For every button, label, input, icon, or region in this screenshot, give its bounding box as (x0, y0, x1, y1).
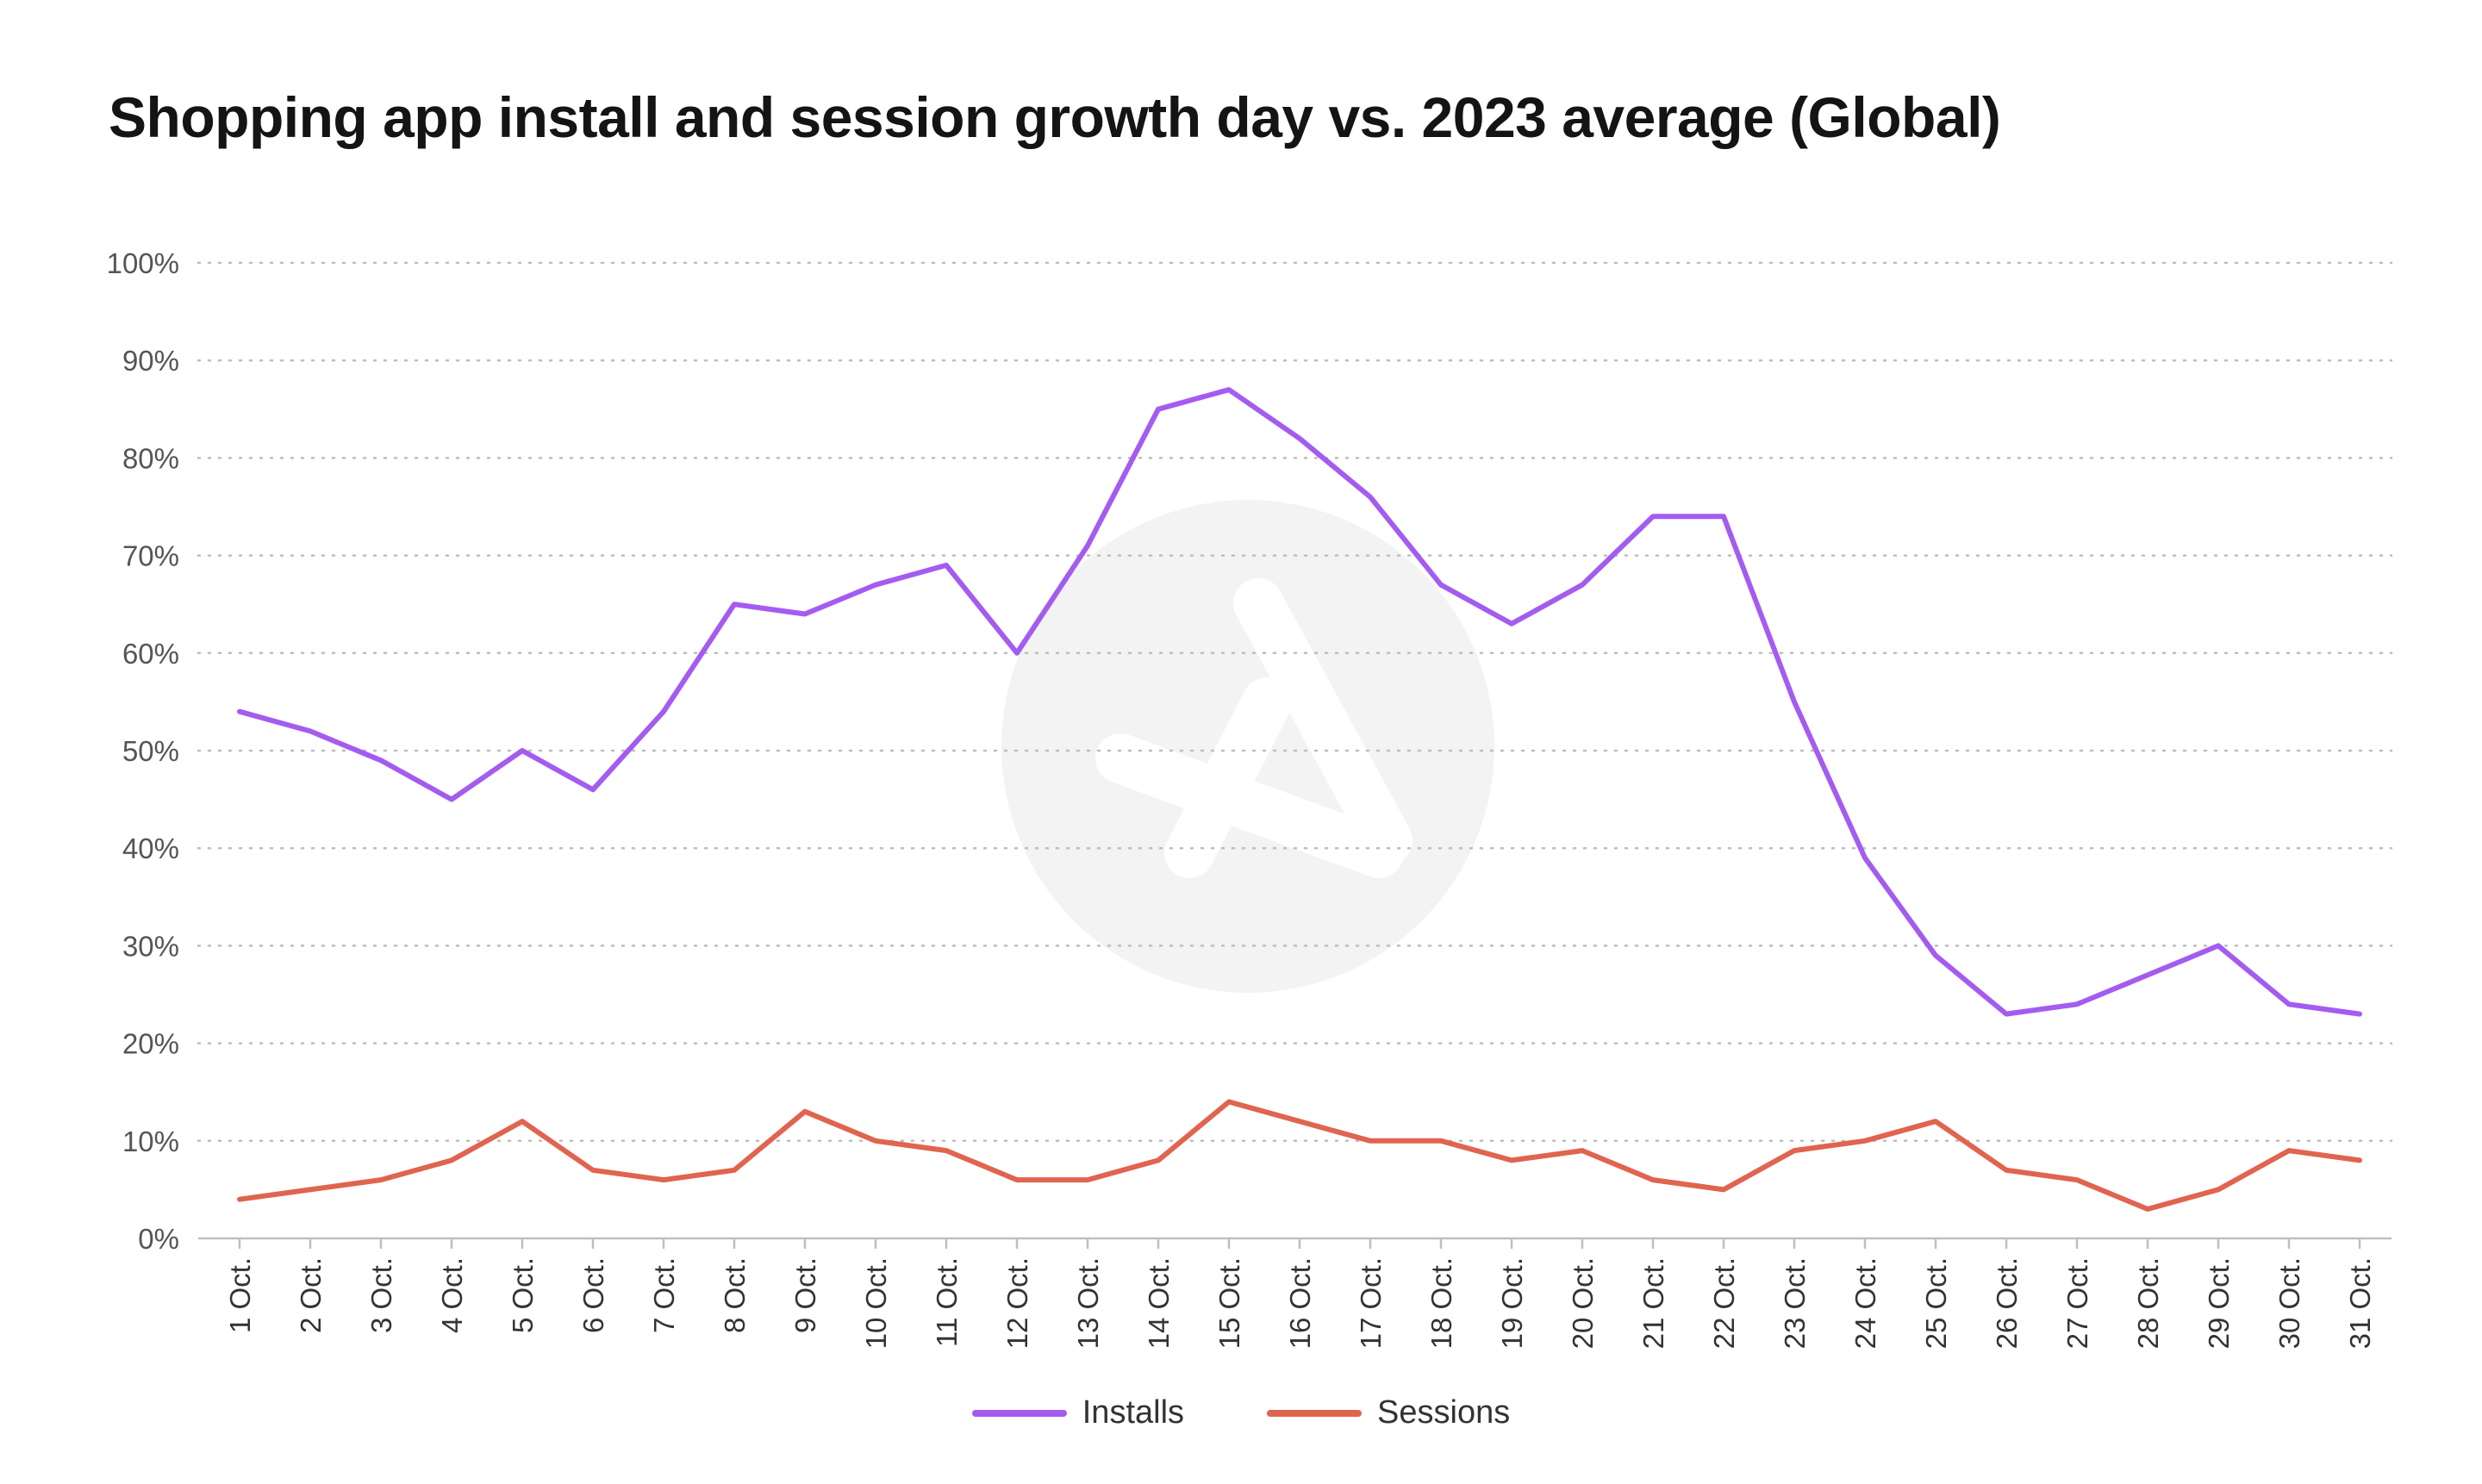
grid-lines (196, 261, 2393, 1143)
x-tick-label: 17 Oct. (1355, 1257, 1387, 1349)
x-tick-label: 24 Oct. (1849, 1257, 1881, 1349)
watermark-logo-icon (1001, 500, 1494, 993)
legend-label-sessions: Sessions (1377, 1394, 1511, 1431)
legend-swatch-sessions (1267, 1409, 1363, 1417)
x-tick-label: 12 Oct. (1001, 1257, 1033, 1349)
y-tick-label: 100% (107, 247, 179, 279)
y-tick-label: 10% (122, 1125, 179, 1157)
series-line-sessions (237, 1099, 2362, 1212)
x-tick-label: 6 Oct. (577, 1257, 609, 1333)
y-tick-label: 80% (122, 442, 179, 474)
legend-item-installs[interactable]: Installs (971, 1394, 1185, 1431)
x-tick-label: 23 Oct. (1779, 1257, 1811, 1349)
x-tick-label: 2 Oct. (295, 1257, 327, 1333)
y-tick-label: 40% (122, 832, 179, 864)
x-tick-label: 1 Oct. (224, 1257, 256, 1333)
y-tick-label: 30% (122, 930, 179, 962)
x-tick-label: 10 Oct. (860, 1257, 892, 1349)
x-tick-label: 13 Oct. (1072, 1257, 1104, 1349)
x-tick-label: 26 Oct. (1991, 1257, 2023, 1349)
x-tick-label: 28 Oct. (2132, 1257, 2164, 1349)
axes (198, 1237, 2392, 1249)
legend-item-sessions[interactable]: Sessions (1267, 1394, 1510, 1431)
y-tick-label: 90% (122, 345, 179, 377)
x-tick-label: 9 Oct. (789, 1257, 821, 1333)
x-axis-tick-labels: 1 Oct. 2 Oct. 3 Oct. 4 Oct. 5 Oct. 6 Oct. 7 Oc… (224, 1257, 2376, 1349)
x-tick-label: 27 Oct. (2061, 1257, 2093, 1349)
x-tick-label: 7 Oct. (648, 1257, 680, 1333)
legend-swatch-installs (971, 1409, 1067, 1417)
y-tick-label: 70% (122, 540, 179, 572)
x-tick-label: 16 Oct. (1284, 1257, 1316, 1349)
x-tick-label: 8 Oct. (719, 1257, 751, 1333)
y-tick-label: 50% (122, 735, 179, 767)
legend-label-installs: Installs (1082, 1394, 1185, 1431)
x-tick-label: 18 Oct. (1425, 1257, 1457, 1349)
chart-legend: Installs Sessions (0, 1394, 2482, 1431)
chart-title: Shopping app install and session growth … (109, 85, 2001, 149)
x-tick-label: 29 Oct. (2203, 1257, 2235, 1349)
x-tick-label: 19 Oct. (1496, 1257, 1528, 1349)
x-tick-label: 15 Oct. (1213, 1257, 1245, 1349)
y-tick-label: 60% (122, 638, 179, 670)
x-tick-label: 21 Oct. (1637, 1257, 1669, 1349)
x-tick-label: 22 Oct. (1708, 1257, 1740, 1349)
x-tick-label: 3 Oct. (365, 1257, 397, 1333)
y-tick-label: 20% (122, 1028, 179, 1060)
x-tick-label: 20 Oct. (1567, 1257, 1599, 1349)
series-line-installs (237, 387, 2362, 1017)
x-tick-label: 31 Oct. (2344, 1257, 2376, 1349)
series-lines (237, 387, 2362, 1212)
x-tick-label: 5 Oct. (507, 1257, 539, 1333)
x-tick-label: 11 Oct. (931, 1257, 963, 1347)
y-axis-tick-labels: 0% 10% 20% 30% 40% 50% 60% 70% 80% 90% 100% (107, 247, 179, 1255)
x-tick-label: 30 Oct. (2273, 1257, 2305, 1349)
y-tick-label: 0% (138, 1223, 179, 1255)
x-tick-label: 25 Oct. (1920, 1257, 1952, 1349)
x-tick-label: 4 Oct. (436, 1257, 468, 1333)
x-tick-label: 14 Oct. (1143, 1257, 1175, 1349)
